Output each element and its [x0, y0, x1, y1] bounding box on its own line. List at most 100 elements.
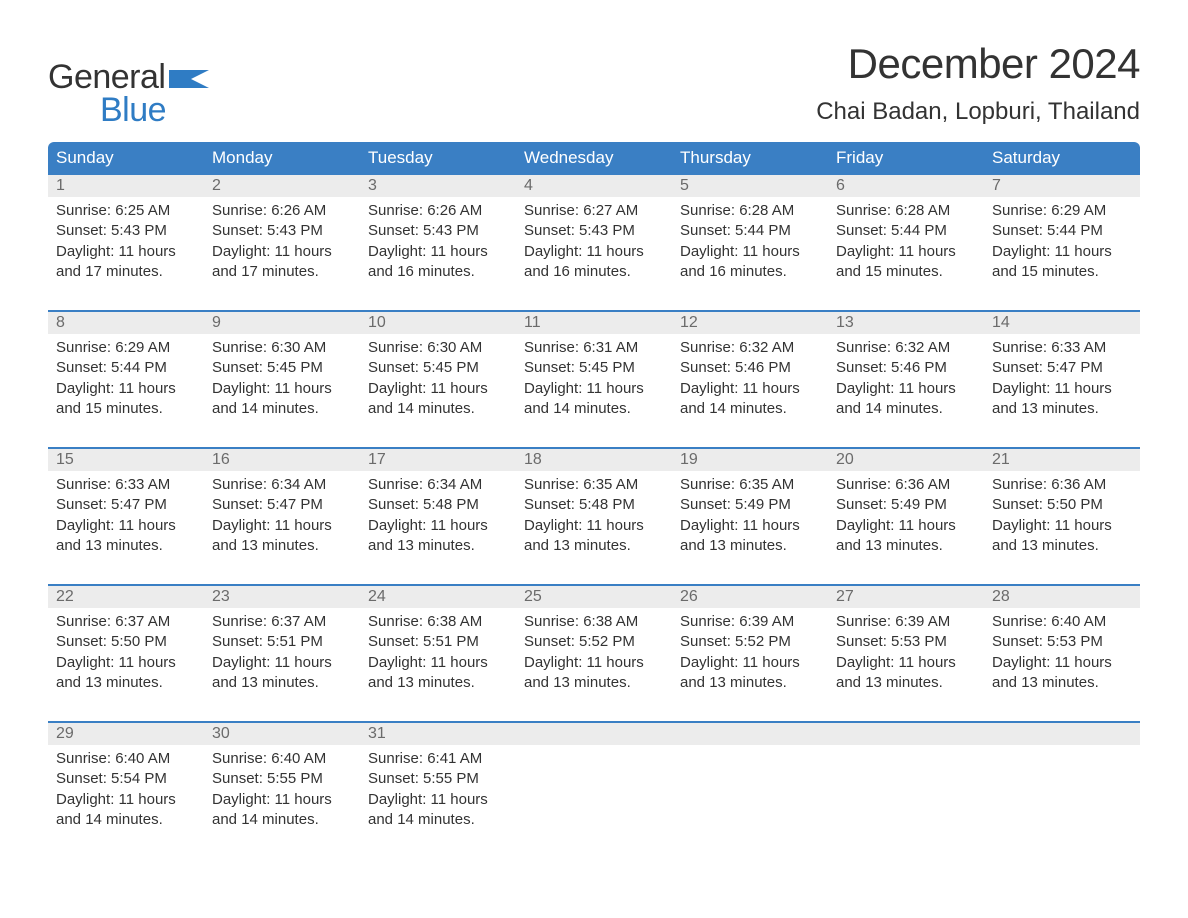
day-sunrise: Sunrise: 6:38 AM — [524, 612, 664, 632]
day-cell: Sunrise: 6:36 AMSunset: 5:50 PMDaylight:… — [984, 471, 1140, 562]
day-number: 5 — [672, 175, 828, 197]
day-sunrise: Sunrise: 6:34 AM — [368, 475, 508, 495]
day-dl1: Daylight: 11 hours — [212, 516, 352, 536]
day-dl2: and 14 minutes. — [368, 810, 508, 830]
day-number: 26 — [672, 586, 828, 608]
day-sunset: Sunset: 5:50 PM — [992, 495, 1132, 515]
day-number: 20 — [828, 449, 984, 471]
day-dl1: Daylight: 11 hours — [368, 242, 508, 262]
day-number — [828, 723, 984, 745]
day-dl1: Daylight: 11 hours — [212, 653, 352, 673]
day-dl2: and 14 minutes. — [524, 399, 664, 419]
day-number — [672, 723, 828, 745]
day-cell: Sunrise: 6:36 AMSunset: 5:49 PMDaylight:… — [828, 471, 984, 562]
day-cell — [828, 745, 984, 836]
day-dl1: Daylight: 11 hours — [368, 790, 508, 810]
day-sunset: Sunset: 5:49 PM — [836, 495, 976, 515]
day-sunrise: Sunrise: 6:33 AM — [56, 475, 196, 495]
day-dl2: and 13 minutes. — [524, 673, 664, 693]
daynum-row: 22232425262728 — [48, 586, 1140, 608]
week-row: 22232425262728Sunrise: 6:37 AMSunset: 5:… — [48, 584, 1140, 699]
day-sunrise: Sunrise: 6:35 AM — [524, 475, 664, 495]
daycells-row: Sunrise: 6:33 AMSunset: 5:47 PMDaylight:… — [48, 471, 1140, 562]
day-sunrise: Sunrise: 6:40 AM — [56, 749, 196, 769]
day-sunset: Sunset: 5:48 PM — [368, 495, 508, 515]
day-sunset: Sunset: 5:54 PM — [56, 769, 196, 789]
day-sunrise: Sunrise: 6:37 AM — [56, 612, 196, 632]
day-dl2: and 14 minutes. — [56, 810, 196, 830]
day-dl2: and 14 minutes. — [680, 399, 820, 419]
day-number: 28 — [984, 586, 1140, 608]
day-cell: Sunrise: 6:28 AMSunset: 5:44 PMDaylight:… — [672, 197, 828, 288]
day-dl2: and 13 minutes. — [56, 536, 196, 556]
day-dl1: Daylight: 11 hours — [992, 516, 1132, 536]
day-dl1: Daylight: 11 hours — [836, 653, 976, 673]
page-title: December 2024 — [816, 40, 1140, 88]
day-cell: Sunrise: 6:35 AMSunset: 5:48 PMDaylight:… — [516, 471, 672, 562]
day-number: 7 — [984, 175, 1140, 197]
day-dl2: and 16 minutes. — [368, 262, 508, 282]
day-number: 11 — [516, 312, 672, 334]
day-cell — [984, 745, 1140, 836]
day-sunrise: Sunrise: 6:32 AM — [836, 338, 976, 358]
weekday-monday: Monday — [204, 142, 360, 175]
weekday-header: Sunday Monday Tuesday Wednesday Thursday… — [48, 142, 1140, 175]
weekday-wednesday: Wednesday — [516, 142, 672, 175]
day-sunrise: Sunrise: 6:33 AM — [992, 338, 1132, 358]
day-cell: Sunrise: 6:37 AMSunset: 5:51 PMDaylight:… — [204, 608, 360, 699]
daynum-row: 293031 — [48, 723, 1140, 745]
day-dl2: and 13 minutes. — [212, 673, 352, 693]
day-dl1: Daylight: 11 hours — [524, 242, 664, 262]
day-sunrise: Sunrise: 6:39 AM — [836, 612, 976, 632]
day-sunrise: Sunrise: 6:29 AM — [992, 201, 1132, 221]
day-sunset: Sunset: 5:44 PM — [992, 221, 1132, 241]
week-row: 1234567Sunrise: 6:25 AMSunset: 5:43 PMDa… — [48, 175, 1140, 288]
day-cell: Sunrise: 6:38 AMSunset: 5:52 PMDaylight:… — [516, 608, 672, 699]
day-dl2: and 13 minutes. — [680, 673, 820, 693]
day-dl1: Daylight: 11 hours — [524, 516, 664, 536]
day-number: 6 — [828, 175, 984, 197]
day-sunrise: Sunrise: 6:35 AM — [680, 475, 820, 495]
day-sunset: Sunset: 5:51 PM — [368, 632, 508, 652]
logo: General Blue — [48, 58, 215, 130]
day-dl1: Daylight: 11 hours — [836, 516, 976, 536]
day-sunset: Sunset: 5:48 PM — [524, 495, 664, 515]
day-sunrise: Sunrise: 6:36 AM — [992, 475, 1132, 495]
day-cell: Sunrise: 6:33 AMSunset: 5:47 PMDaylight:… — [984, 334, 1140, 425]
day-sunrise: Sunrise: 6:30 AM — [212, 338, 352, 358]
day-cell: Sunrise: 6:38 AMSunset: 5:51 PMDaylight:… — [360, 608, 516, 699]
day-number: 10 — [360, 312, 516, 334]
logo-text-bottom: Blue — [100, 91, 215, 130]
day-cell — [516, 745, 672, 836]
day-sunrise: Sunrise: 6:40 AM — [212, 749, 352, 769]
day-number: 1 — [48, 175, 204, 197]
day-dl2: and 15 minutes. — [836, 262, 976, 282]
day-dl1: Daylight: 11 hours — [56, 516, 196, 536]
day-cell: Sunrise: 6:26 AMSunset: 5:43 PMDaylight:… — [360, 197, 516, 288]
day-dl1: Daylight: 11 hours — [212, 379, 352, 399]
location-text: Chai Badan, Lopburi, Thailand — [816, 98, 1140, 126]
day-sunset: Sunset: 5:55 PM — [368, 769, 508, 789]
weekday-friday: Friday — [828, 142, 984, 175]
day-dl1: Daylight: 11 hours — [368, 516, 508, 536]
day-dl1: Daylight: 11 hours — [524, 653, 664, 673]
day-number — [516, 723, 672, 745]
day-dl1: Daylight: 11 hours — [212, 790, 352, 810]
daycells-row: Sunrise: 6:29 AMSunset: 5:44 PMDaylight:… — [48, 334, 1140, 425]
day-cell: Sunrise: 6:29 AMSunset: 5:44 PMDaylight:… — [48, 334, 204, 425]
day-sunrise: Sunrise: 6:40 AM — [992, 612, 1132, 632]
day-cell: Sunrise: 6:27 AMSunset: 5:43 PMDaylight:… — [516, 197, 672, 288]
day-sunrise: Sunrise: 6:37 AM — [212, 612, 352, 632]
day-sunset: Sunset: 5:44 PM — [836, 221, 976, 241]
day-dl1: Daylight: 11 hours — [680, 516, 820, 536]
daynum-row: 15161718192021 — [48, 449, 1140, 471]
day-number: 14 — [984, 312, 1140, 334]
day-dl2: and 13 minutes. — [368, 673, 508, 693]
day-sunrise: Sunrise: 6:31 AM — [524, 338, 664, 358]
day-number: 13 — [828, 312, 984, 334]
day-sunrise: Sunrise: 6:34 AM — [212, 475, 352, 495]
day-dl2: and 13 minutes. — [836, 673, 976, 693]
day-sunset: Sunset: 5:52 PM — [680, 632, 820, 652]
day-cell: Sunrise: 6:34 AMSunset: 5:48 PMDaylight:… — [360, 471, 516, 562]
day-cell: Sunrise: 6:30 AMSunset: 5:45 PMDaylight:… — [204, 334, 360, 425]
